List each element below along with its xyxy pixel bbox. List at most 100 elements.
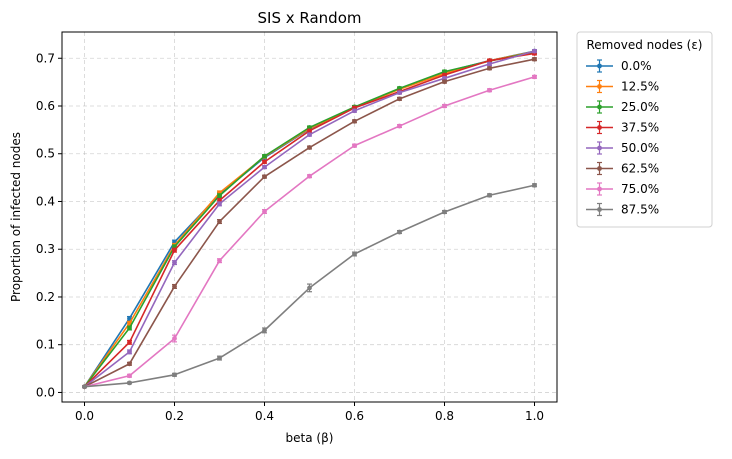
data-point bbox=[262, 209, 267, 214]
data-point bbox=[217, 355, 222, 361]
series-group bbox=[82, 48, 537, 390]
y-tick-label: 0.7 bbox=[36, 51, 55, 65]
legend-swatch-marker bbox=[597, 63, 602, 69]
series-group bbox=[82, 74, 537, 390]
x-tick-label: 0.8 bbox=[435, 409, 454, 423]
series-layer bbox=[82, 48, 537, 390]
series-line bbox=[84, 76, 535, 388]
data-point bbox=[127, 349, 132, 355]
y-tick-label: 0.1 bbox=[36, 338, 55, 352]
data-point bbox=[487, 61, 492, 67]
data-point bbox=[172, 336, 177, 341]
data-point bbox=[352, 118, 357, 124]
series-line bbox=[83, 52, 535, 388]
data-point bbox=[217, 193, 222, 199]
legend-swatch-marker bbox=[597, 84, 602, 89]
data-point bbox=[397, 96, 402, 102]
legend-title: Removed nodes (ε) bbox=[587, 38, 703, 52]
legend-box bbox=[576, 31, 713, 228]
data-point bbox=[307, 132, 312, 138]
x-tick-label: 1.0 bbox=[525, 409, 544, 423]
data-point bbox=[217, 258, 222, 264]
series-line bbox=[84, 58, 535, 388]
data-point bbox=[172, 284, 177, 289]
data-point bbox=[442, 75, 447, 81]
series-group bbox=[82, 56, 537, 390]
legend-items: 0.0% 12.5% 25.0% 37.5% 50.0% 62.5% 75.0% 87.5% bbox=[586, 59, 659, 217]
y-axis-label: Proportion of infected nodes bbox=[9, 132, 23, 302]
data-point bbox=[487, 58, 492, 64]
series-line bbox=[84, 50, 535, 388]
legend-swatch-marker bbox=[597, 145, 602, 151]
data-point bbox=[442, 209, 447, 215]
data-point bbox=[397, 229, 402, 235]
data-point bbox=[127, 361, 132, 367]
data-point bbox=[127, 380, 132, 386]
data-point bbox=[532, 74, 537, 80]
data-point bbox=[82, 384, 87, 390]
legend-item: 25.0% bbox=[586, 100, 659, 114]
legend-swatch-marker bbox=[597, 207, 602, 212]
data-point bbox=[262, 327, 267, 333]
data-point bbox=[307, 145, 312, 150]
legend-label: 50.0% bbox=[621, 141, 659, 155]
legend-item: 62.5% bbox=[586, 162, 659, 176]
data-point bbox=[172, 260, 177, 265]
y-tick-label: 0.4 bbox=[36, 194, 55, 208]
data-point bbox=[352, 108, 357, 114]
legend-item: 87.5% bbox=[586, 203, 659, 217]
data-point bbox=[397, 123, 402, 129]
chart-title: SIS x Random bbox=[258, 9, 362, 27]
data-point bbox=[442, 69, 447, 75]
x-tick-label: 0.6 bbox=[345, 409, 364, 423]
data-point bbox=[397, 85, 402, 91]
data-point bbox=[307, 128, 312, 134]
legend-item: 37.5% bbox=[586, 121, 659, 135]
grid-lines bbox=[62, 32, 557, 402]
legend-label: 25.0% bbox=[621, 100, 659, 114]
data-point bbox=[127, 339, 132, 345]
data-point bbox=[352, 251, 357, 257]
series-group bbox=[82, 49, 537, 390]
data-point bbox=[262, 159, 267, 165]
x-axis-ticks: 0.0 0.2 0.4 0.6 0.8 1.0 bbox=[75, 402, 544, 423]
legend-item: 12.5% bbox=[586, 80, 659, 94]
legend-swatch-marker bbox=[597, 104, 602, 110]
legend-label: 62.5% bbox=[621, 162, 659, 176]
data-point bbox=[397, 90, 402, 96]
data-point bbox=[262, 153, 267, 159]
series-group bbox=[82, 51, 537, 390]
legend-swatch-marker bbox=[597, 186, 602, 192]
data-point bbox=[262, 174, 267, 180]
series-group bbox=[82, 49, 537, 390]
y-tick-label: 0.0 bbox=[36, 385, 55, 399]
x-axis-label: beta (β) bbox=[286, 431, 334, 445]
legend-swatch-marker bbox=[597, 166, 602, 171]
plot-frame bbox=[61, 31, 558, 403]
data-point bbox=[307, 125, 312, 130]
data-point bbox=[172, 247, 177, 253]
data-point bbox=[172, 372, 177, 378]
data-point bbox=[217, 219, 222, 224]
legend-label: 12.5% bbox=[621, 80, 659, 94]
data-point bbox=[487, 87, 492, 93]
y-axis-ticks: 0.0 0.1 0.2 0.3 0.4 0.5 0.6 0.7 bbox=[36, 51, 62, 399]
data-point bbox=[532, 48, 537, 54]
data-point bbox=[127, 325, 132, 331]
series-line bbox=[83, 50, 535, 388]
legend: Removed nodes (ε) 0.0% 12.5% 25.0% 37.5% 50.… bbox=[576, 31, 713, 228]
data-point bbox=[262, 164, 267, 170]
x-tick-label: 0.2 bbox=[165, 409, 184, 423]
data-point bbox=[352, 143, 357, 149]
data-point bbox=[217, 201, 222, 207]
legend-swatch-marker bbox=[597, 125, 602, 130]
series-line bbox=[83, 50, 535, 388]
series-group bbox=[82, 48, 537, 390]
legend-item: 50.0% bbox=[586, 141, 659, 155]
legend-label: 87.5% bbox=[621, 203, 659, 217]
x-tick-label: 0.4 bbox=[255, 409, 274, 423]
legend-item: 75.0% bbox=[586, 182, 659, 196]
data-point bbox=[307, 285, 312, 291]
data-point bbox=[127, 373, 132, 379]
data-point bbox=[532, 182, 537, 188]
